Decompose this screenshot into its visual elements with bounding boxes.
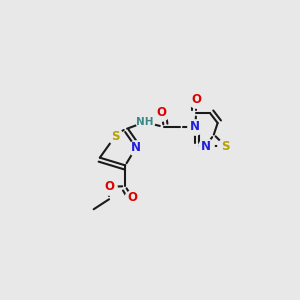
Text: S: S (221, 140, 230, 153)
Text: O: O (104, 180, 114, 194)
Text: N: N (190, 120, 200, 134)
Text: S: S (111, 130, 119, 142)
Text: N: N (131, 141, 141, 154)
Text: O: O (157, 106, 166, 119)
Text: O: O (191, 93, 201, 106)
Text: NH: NH (136, 117, 153, 127)
Text: N: N (201, 140, 211, 153)
Text: O: O (127, 191, 137, 204)
